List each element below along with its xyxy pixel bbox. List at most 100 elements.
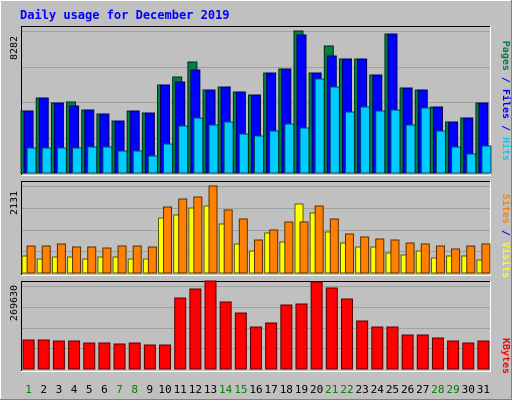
bar-sites-day-29: [451, 248, 461, 274]
bar-kbytes-day-5: [83, 342, 96, 370]
bar-sites-day-28: [435, 245, 445, 274]
bar-sites-day-26: [405, 242, 415, 274]
x-axis-label-day-24: 24: [371, 383, 385, 396]
bar-sites-day-27: [420, 243, 430, 274]
bar-sites-day-30: [466, 245, 476, 274]
x-axis-label-day-8: 8: [131, 383, 138, 396]
bar-kbytes-day-2: [37, 339, 50, 370]
bar-sites-day-14: [223, 209, 233, 274]
x-axis-label-day-18: 18: [280, 383, 293, 396]
bar-sites-day-19: [299, 221, 309, 274]
chart-panels: 8282 Pages / Files / Hits 2131 Sites / Visi…: [9, 26, 512, 374]
bar-sites-day-31: [481, 243, 491, 274]
bar-hits-day-2: [41, 147, 52, 174]
bar-sites-day-7: [117, 245, 127, 274]
legend-entry: /: [500, 224, 511, 242]
x-axis-label-day-16: 16: [249, 383, 262, 396]
x-axis-label-day-14: 14: [219, 383, 233, 396]
bar-hits-day-23: [360, 106, 371, 174]
bar-kbytes-day-26: [401, 334, 414, 370]
bar-sites-day-22: [344, 233, 354, 274]
x-axis-label-day-31: 31: [477, 383, 490, 396]
bar-hits-day-24: [375, 110, 386, 174]
bar-kbytes-day-22: [340, 298, 353, 370]
bar-sites-day-12: [193, 196, 203, 274]
bar-sites-day-20: [314, 205, 324, 274]
bar-sites-day-18: [284, 221, 294, 274]
bar-sites-day-23: [360, 236, 370, 274]
bar-hits-day-1: [26, 147, 37, 174]
bar-kbytes-day-7: [113, 343, 126, 370]
bar-hits-day-20: [314, 78, 325, 174]
legend-entry: KBytes: [500, 338, 511, 374]
bar-kbytes-day-19: [295, 303, 308, 370]
bar-kbytes-day-23: [356, 320, 369, 370]
bar-kbytes-day-14: [219, 301, 232, 370]
bar-hits-day-16: [254, 135, 264, 174]
bar-kbytes-day-24: [371, 326, 384, 370]
x-axis-label-day-1: 1: [25, 383, 32, 396]
bar-sites-day-21: [329, 218, 339, 274]
bar-sites-day-1: [26, 245, 36, 274]
legend-entry: /: [500, 119, 511, 137]
bar-hits-day-29: [451, 146, 462, 174]
x-axis-label-day-28: 28: [431, 383, 444, 396]
bar-kbytes-day-20: [310, 281, 323, 370]
bar-hits-day-9: [147, 155, 158, 174]
bar-sites-day-11: [178, 198, 188, 274]
bar-hits-day-14: [223, 121, 234, 174]
x-axis-label-day-6: 6: [101, 383, 108, 396]
bar-kbytes-day-25: [386, 326, 399, 370]
bar-kbytes-day-29: [447, 340, 460, 370]
bar-kbytes-day-11: [174, 297, 187, 370]
bar-hits-day-27: [420, 107, 431, 174]
bar-kbytes-day-21: [325, 287, 338, 370]
bar-hits-day-21: [329, 86, 340, 174]
bar-sites-day-9: [147, 246, 157, 274]
bar-hits-day-10: [163, 143, 174, 174]
bar-sites-day-17: [269, 229, 279, 274]
bar-hits-day-28: [435, 130, 446, 174]
bar-kbytes-day-8: [128, 342, 141, 370]
bar-kbytes-day-30: [462, 342, 475, 370]
x-axis-label-day-5: 5: [86, 383, 93, 396]
bar-sites-day-5: [87, 246, 97, 274]
bar-hits-day-22: [344, 111, 355, 174]
chart-title: Daily usage for December 2019: [20, 8, 230, 22]
bar-hits-day-12: [193, 117, 204, 174]
bar-hits-day-15: [238, 133, 249, 174]
x-axis-label-day-23: 23: [356, 383, 369, 396]
bar-hits-day-18: [284, 123, 295, 174]
x-axis-labels: 1 2 3 4 5 6 7 8 9 10 11 12 13 14 15 16 17 18 19 20 21 22 23 24 2…: [25, 383, 490, 396]
y-axis-max-label: 8282: [9, 36, 20, 60]
x-axis-label-day-27: 27: [416, 383, 429, 396]
x-axis-label-day-13: 13: [204, 383, 217, 396]
x-axis-label-day-17: 17: [265, 383, 278, 396]
x-axis-label-day-12: 12: [189, 383, 202, 396]
x-axis-label-day-9: 9: [147, 383, 154, 396]
bar-sites-day-10: [163, 206, 173, 274]
bar-kbytes-day-13: [204, 280, 217, 370]
bar-hits-day-17: [269, 130, 280, 174]
bar-kbytes-day-4: [68, 340, 81, 370]
x-axis-label-day-21: 21: [325, 383, 338, 396]
bar-hits-day-13: [208, 124, 219, 174]
legend: Sites / Visits: [500, 194, 512, 278]
x-axis-label-day-7: 7: [116, 383, 123, 396]
bar-kbytes-day-16: [250, 326, 262, 370]
bar-hits-day-5: [87, 146, 98, 174]
x-axis-label-day-10: 10: [158, 383, 171, 396]
bar-sites-day-2: [41, 245, 51, 274]
bar-kbytes-day-6: [98, 342, 111, 370]
panel-kbytes: 269630 KBytes: [9, 280, 511, 374]
legend-entry: Visits: [500, 242, 512, 278]
y-axis-max-label: 269630: [9, 285, 20, 321]
bar-hits-day-6: [102, 146, 113, 174]
bar-hits-day-25: [390, 109, 401, 174]
legend-entry: Pages: [500, 41, 511, 71]
panel-visits-sites: 2131 Sites / Visits: [9, 181, 512, 278]
bar-kbytes-day-28: [431, 337, 444, 370]
x-axis-label-day-26: 26: [401, 383, 414, 396]
bar-sites-day-13: [208, 185, 218, 274]
